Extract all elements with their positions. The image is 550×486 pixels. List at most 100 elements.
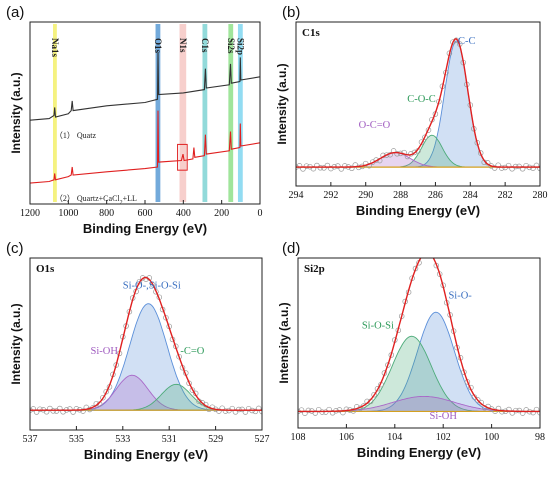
data-point	[239, 406, 245, 413]
panel-c: (c) O1s Si-O-,Si-O-Si Si-OH -C=O 537 535 533 531…	[6, 240, 270, 462]
data-point	[349, 165, 355, 172]
peak-annotation-3: O-C=O	[359, 120, 391, 131]
x-tick-label: 800	[99, 208, 114, 219]
data-point	[176, 353, 182, 360]
data-point	[343, 406, 350, 413]
fit-envelope	[298, 258, 540, 413]
x-tick-label: 106	[339, 432, 354, 443]
data-point	[530, 409, 536, 416]
data-point	[342, 163, 348, 169]
x-axis-label: Binding Energy (eV)	[357, 445, 481, 460]
peak-annotation-1: C-C	[458, 36, 476, 47]
data-point	[259, 408, 262, 415]
panel-a: (a) Na1s O1s N1s C1s Si2s Si2p （1） Quatz （2） Qua…	[6, 4, 263, 236]
data-point	[336, 407, 343, 413]
panel-b: (b)C1s C-C C-O-C O-C=O 294 292 290 288 286 284 282…	[275, 4, 548, 218]
data-point	[149, 281, 156, 288]
data-point	[422, 134, 428, 140]
x-tick-label: 1000	[58, 208, 78, 219]
spectrum-title: C1s	[302, 27, 320, 39]
plot-area	[296, 37, 540, 172]
data-point	[523, 162, 529, 169]
fit-envelope	[296, 37, 540, 168]
spectrum-title: Si2p	[304, 263, 325, 275]
data-point	[296, 163, 303, 169]
data-point	[305, 407, 312, 414]
x-tick-label: 288	[393, 190, 408, 201]
data-point	[523, 407, 529, 413]
x-tick-label: 527	[255, 434, 270, 445]
data-point	[324, 162, 331, 169]
plot-frame	[29, 21, 261, 205]
plot-frame	[297, 257, 541, 429]
data-point	[516, 163, 522, 170]
panel-label: (c)	[6, 240, 24, 257]
plot-frame	[295, 21, 541, 187]
x-tick-label: 286	[428, 190, 443, 201]
data-point	[516, 407, 523, 414]
x-tick-label: 294	[289, 190, 304, 201]
data-point	[199, 400, 206, 406]
data-point	[431, 258, 434, 259]
series-label-1: （1） Quatz	[55, 131, 97, 140]
survey-line-1	[30, 52, 260, 121]
x-axis-label: Binding Energy (eV)	[83, 221, 207, 236]
y-axis-label: Intensity (a.u.)	[9, 72, 23, 153]
x-tick-label: 98	[535, 432, 545, 443]
plot-frame	[29, 257, 263, 431]
x-axis-label: Binding Energy (eV)	[84, 447, 208, 462]
data-point	[505, 162, 512, 169]
data-point	[424, 251, 429, 256]
x-tick-label: 600	[138, 208, 153, 219]
data-point	[216, 408, 222, 414]
survey-line-2	[30, 110, 260, 184]
data-point	[478, 399, 484, 406]
panel-label: (d)	[282, 240, 300, 257]
highlight-box	[177, 143, 188, 171]
x-tick-label: 1200	[20, 208, 40, 219]
data-point	[80, 408, 86, 414]
x-tick-label: 100	[484, 432, 499, 443]
band-label-c1s: C1s	[200, 38, 210, 53]
peak-annotation-3: -C=O	[180, 346, 204, 357]
panel-d: (d) Si2p Si-O- Si-O-Si Si-OH 108 106 104 102 100 9…	[277, 240, 545, 460]
peak-annotation-2: C-O-C	[407, 94, 436, 105]
x-tick-label: 537	[23, 434, 38, 445]
data-point	[530, 165, 536, 171]
data-point	[366, 162, 372, 169]
x-axis-label: Binding Energy (eV)	[356, 203, 480, 218]
band-label-si2p: Si2p	[235, 38, 245, 55]
spectrum-title: O1s	[36, 263, 55, 275]
band-n1s	[179, 24, 187, 202]
fit-envelope	[30, 276, 262, 411]
band-label-o1s: O1s	[153, 38, 163, 54]
data-point	[492, 408, 498, 414]
data-point	[37, 406, 43, 412]
x-tick-label: 400	[176, 208, 191, 219]
band-label-si2s: Si2s	[226, 38, 236, 54]
data-point	[420, 252, 425, 257]
x-tick-label: 533	[115, 434, 130, 445]
data-point	[67, 406, 73, 412]
x-tick-label: 531	[162, 434, 177, 445]
data-point	[401, 149, 407, 156]
x-tick-label: 102	[436, 432, 451, 443]
data-point	[355, 164, 362, 171]
band-label-na1s: Na1s	[50, 38, 60, 57]
plot-area	[30, 275, 262, 415]
data-point	[328, 165, 334, 172]
data-point	[222, 408, 229, 414]
data-point	[335, 163, 341, 169]
data-point	[53, 408, 60, 414]
band-c1s	[202, 24, 208, 202]
data-point	[252, 408, 259, 415]
data-point	[475, 397, 481, 403]
peak-annotation-1: Si-O-,Si-O-Si	[123, 280, 181, 291]
data-point	[411, 149, 418, 156]
data-point	[491, 165, 498, 171]
peak-annotation-2: Si-O-Si	[362, 321, 394, 332]
x-tick-label: 108	[291, 432, 306, 443]
y-axis-label: Intensity (a.u.)	[275, 63, 289, 144]
data-point	[229, 405, 235, 412]
data-point	[506, 406, 512, 413]
